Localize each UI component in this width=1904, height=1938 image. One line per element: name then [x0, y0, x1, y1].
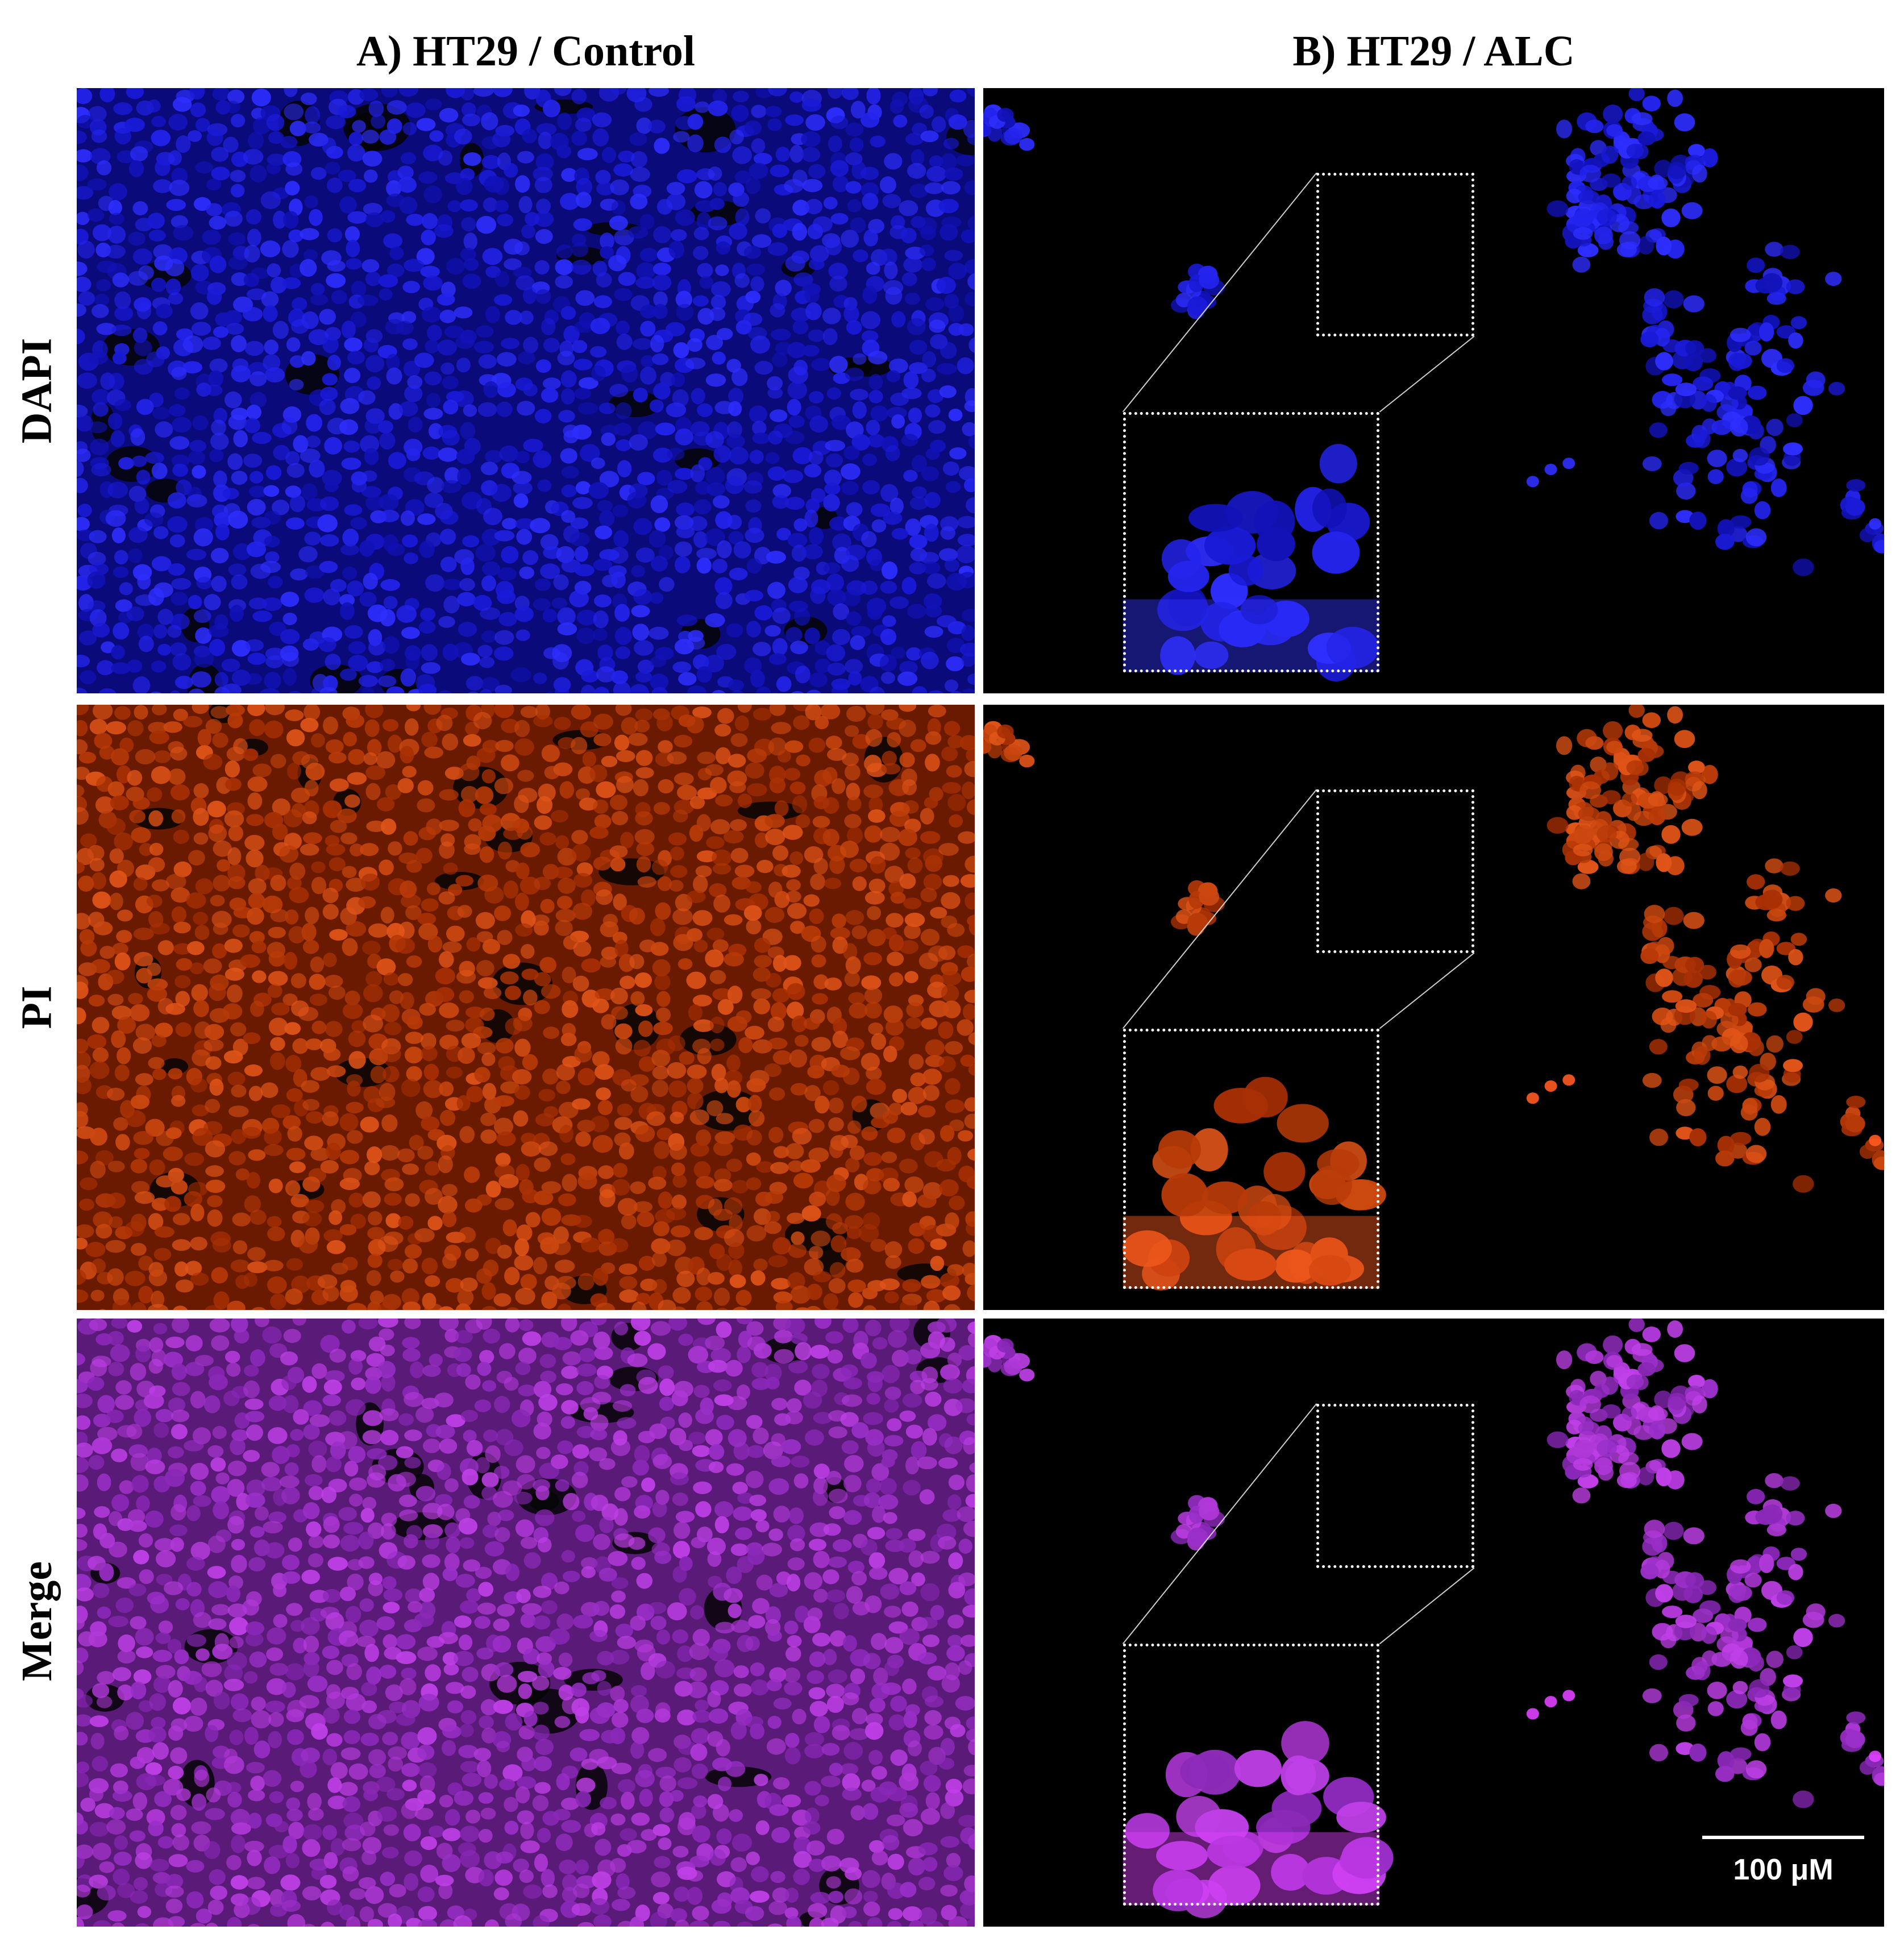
- row-label-dapi: DAPI: [13, 338, 61, 444]
- micrograph-image: [983, 88, 1884, 693]
- zoom-source-box: [1316, 789, 1474, 953]
- row-label-pi: PI: [13, 985, 61, 1029]
- micrograph-image: [77, 88, 975, 693]
- zoom-inset-box: [1123, 1644, 1380, 1906]
- scale-bar-label: 100 μM: [1733, 1853, 1834, 1886]
- panel-alc-dapi: [983, 88, 1884, 693]
- zoom-inset-box: [1123, 411, 1380, 672]
- micrograph-image: [983, 705, 1884, 1310]
- zoom-source-box: [1316, 1403, 1474, 1568]
- column-title-control: A) HT29 / Control: [356, 27, 696, 75]
- panel-alc-merge: 100 μM: [983, 1319, 1884, 1927]
- row-label-merge: Merge: [13, 1561, 61, 1681]
- zoom-source-box: [1316, 173, 1474, 336]
- panel-control-merge: [77, 1319, 975, 1927]
- micrograph-image: [77, 1319, 975, 1927]
- micrograph-image: [983, 1319, 1884, 1927]
- column-title-alc: B) HT29 / ALC: [1292, 27, 1575, 75]
- panel-control-dapi: [77, 88, 975, 693]
- scale-bar: [1702, 1836, 1864, 1839]
- panel-alc-pi: [983, 705, 1884, 1310]
- panel-control-pi: [77, 705, 975, 1310]
- zoom-inset-box: [1123, 1028, 1380, 1289]
- micrograph-image: [77, 705, 975, 1310]
